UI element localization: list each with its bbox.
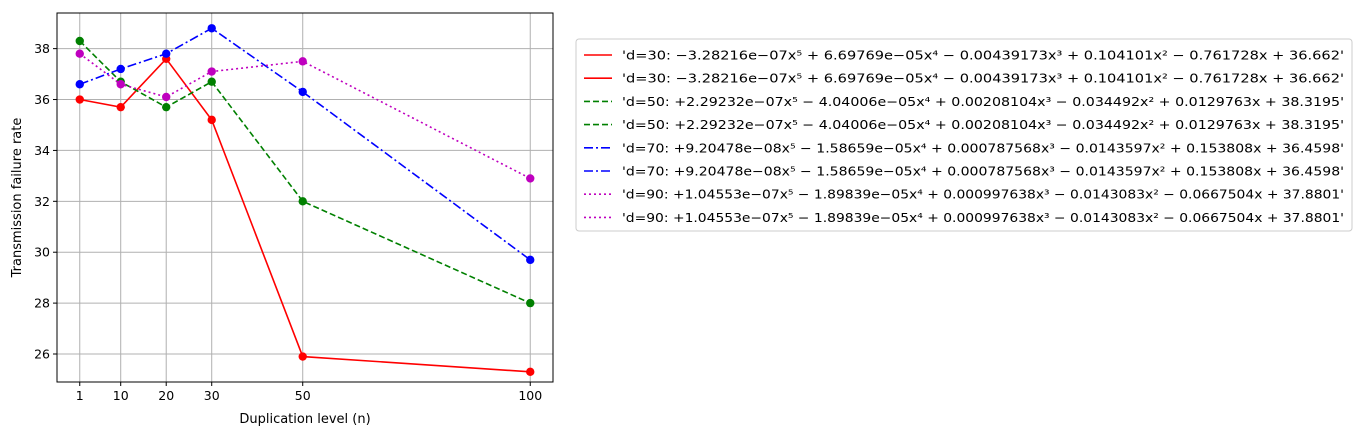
data-point-d30 (298, 352, 307, 361)
y-tick-label: 30 (34, 245, 50, 260)
series-line-d70 (79, 27, 531, 261)
axis-ticks: 1 10 20 30 50 100 26 28 30 32 34 36 38 (34, 41, 542, 403)
data-point-d90 (526, 174, 535, 183)
x-tick-label: 20 (158, 388, 174, 403)
data-point-d90 (75, 49, 84, 58)
x-tick-label: 50 (295, 388, 311, 403)
y-tick-label: 38 (34, 41, 50, 56)
x-tick-label: 1 (76, 388, 84, 403)
data-point-d90 (298, 57, 307, 66)
legend: 'd=30: −3.28216e−07x⁵ + 6.69769e−05x⁴ − … (575, 38, 1353, 232)
legend-label: 'd=30: −3.28216e−07x⁵ + 6.69769e−05x⁴ − … (622, 48, 1344, 63)
data-point-d70 (526, 255, 535, 265)
data-point-d70 (298, 87, 307, 97)
plot-frame (56, 12, 554, 383)
y-tick-label: 34 (34, 143, 50, 158)
data-point-d30 (116, 102, 125, 112)
legend-label: 'd=90: +1.04553e−07x⁵ − 1.89839e−05x⁴ + … (622, 187, 1344, 202)
data-point-d90 (207, 67, 216, 76)
y-axis-label: Transmission failure rate (10, 118, 25, 279)
data-point-d30 (526, 367, 535, 377)
series-lines (75, 24, 535, 377)
data-point-d90 (162, 92, 171, 102)
y-tick-label: 28 (34, 296, 50, 311)
legend-box (575, 38, 1353, 232)
series-line-d50 (79, 40, 531, 304)
x-tick-label: 10 (113, 388, 129, 403)
legend-label: 'd=50: +2.29232e−07x⁵ − 4.04006e−05x⁴ + … (622, 94, 1344, 109)
y-tick-label: 36 (34, 92, 50, 107)
grid-lines (57, 13, 553, 382)
data-point-d70 (207, 24, 216, 33)
y-tick-label: 26 (34, 347, 50, 362)
data-point-d50 (526, 298, 535, 308)
data-point-d30 (75, 95, 84, 104)
data-point-d50 (75, 36, 84, 46)
data-point-d50 (207, 77, 216, 86)
data-point-d50 (162, 102, 171, 112)
y-tick-label: 32 (34, 194, 50, 209)
legend-entries: 'd=30: −3.28216e−07x⁵ + 6.69769e−05x⁴ − … (584, 48, 1344, 225)
legend-label: 'd=70: +9.20478e−08x⁵ − 1.58659e−05x⁴ + … (622, 164, 1344, 179)
legend-label: 'd=70: +9.20478e−08x⁵ − 1.58659e−05x⁴ + … (622, 140, 1344, 155)
series-line-d30 (79, 57, 531, 373)
data-point-d90 (116, 80, 125, 89)
legend-label: 'd=30: −3.28216e−07x⁵ + 6.69769e−05x⁴ − … (622, 71, 1344, 86)
x-axis-label: Duplication level (n) (239, 412, 370, 427)
data-point-d70 (116, 64, 125, 74)
data-point-d50 (298, 197, 307, 206)
series-line-d90 (79, 53, 531, 180)
legend-label: 'd=50: +2.29232e−07x⁵ − 4.04006e−05x⁴ + … (622, 117, 1344, 132)
data-point-d70 (75, 80, 84, 89)
data-point-d70 (162, 49, 171, 58)
x-tick-label: 100 (518, 388, 542, 403)
data-point-d30 (207, 115, 216, 125)
x-tick-label: 30 (204, 388, 220, 403)
legend-label: 'd=90: +1.04553e−07x⁵ − 1.89839e−05x⁴ + … (622, 210, 1344, 225)
